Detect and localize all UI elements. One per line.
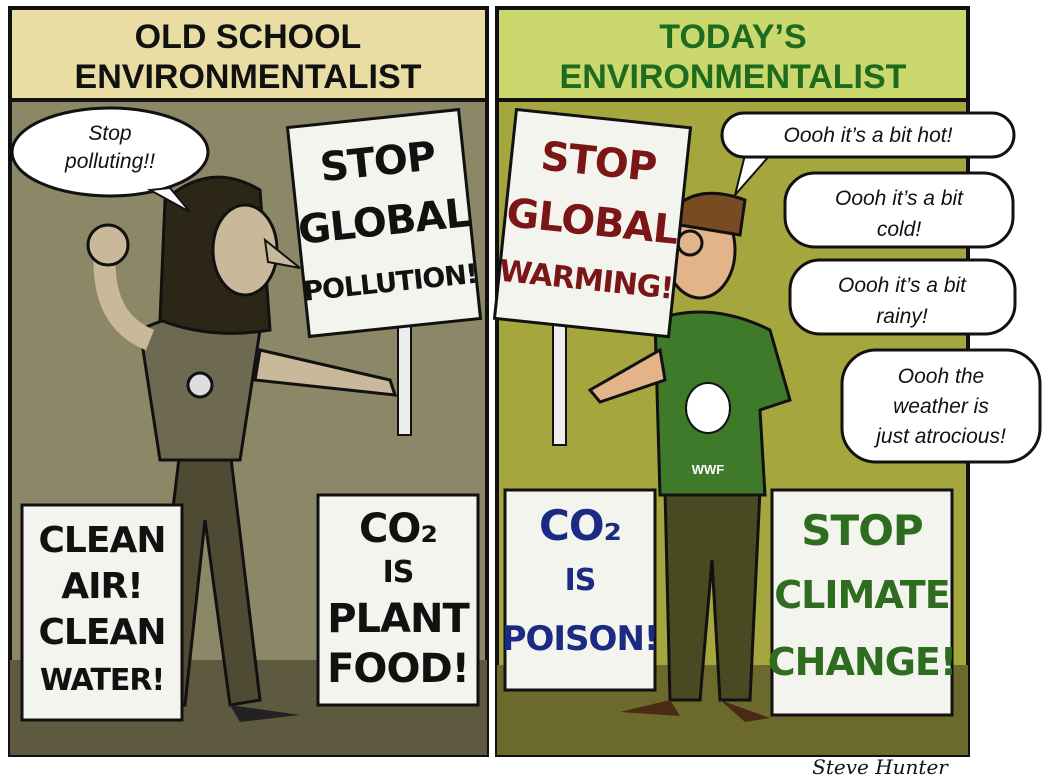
- panel-title: ENVIRONMENTALIST: [560, 58, 907, 96]
- speech-text: polluting!!: [64, 150, 155, 173]
- sign: STOP GLOBAL POLLUTION!: [286, 109, 481, 336]
- cartoon: OLD SCHOOL ENVIRONMENTALIST Stop polluti…: [0, 0, 1042, 783]
- sign-text: IS: [383, 555, 414, 590]
- sign: CO₂ IS POISON!: [502, 490, 659, 690]
- sign-text: CLEAN: [39, 612, 166, 653]
- sign: CO₂ IS PLANT FOOD!: [318, 495, 478, 705]
- sign: STOP CLIMATE CHANGE!: [768, 490, 956, 715]
- signature: Steve Hunter: [812, 755, 949, 779]
- sign: CLEAN AIR! CLEAN WATER!: [22, 505, 182, 720]
- speech-text: Oooh it’s a bit hot!: [784, 124, 953, 147]
- shirt-logo: WWF: [692, 462, 725, 477]
- sign-text: FOOD!: [327, 646, 469, 692]
- sign: STOP GLOBAL WARMING!: [494, 109, 690, 336]
- sign-text: STOP: [801, 506, 923, 555]
- sign-text: WATER!: [40, 663, 164, 698]
- drawing-circle: [188, 373, 212, 397]
- page: {"panels": [ {"title": ["OLD SCHOOL", "E…: [0, 0, 1042, 783]
- sign-text: CHANGE!: [768, 640, 956, 684]
- sign-text: AIR!: [61, 566, 142, 607]
- drawing-ellipse: [686, 383, 730, 433]
- speech-text: Oooh the: [898, 365, 984, 388]
- speech-text: Oooh it’s a bit: [838, 274, 967, 297]
- sign-text: CLEAN: [39, 520, 166, 561]
- sign-text: PLANT: [327, 596, 470, 642]
- speech-text: just atrocious!: [873, 425, 1006, 448]
- speech-text: Oooh it’s a bit: [835, 187, 964, 210]
- sign-text: CO₂: [539, 501, 621, 550]
- panel-title: ENVIRONMENTALIST: [75, 58, 422, 96]
- speech-text: cold!: [877, 218, 922, 241]
- speech-text: Stop: [88, 122, 131, 145]
- panel-title: OLD SCHOOL: [135, 18, 362, 56]
- right-panel: TODAY’S ENVIRONMENTALIST WWF STOP GLOBAL…: [494, 8, 1040, 755]
- sign-text: POISON!: [502, 619, 659, 659]
- left-panel: OLD SCHOOL ENVIRONMENTALIST Stop polluti…: [10, 8, 487, 755]
- panel-title: TODAY’S: [659, 18, 806, 56]
- sign-text: CO₂: [359, 506, 437, 552]
- sign-text: IS: [565, 563, 596, 598]
- drawing-circle: [88, 225, 128, 265]
- sign-stick: [553, 320, 566, 445]
- speech-text: rainy!: [876, 305, 928, 328]
- sign-stick: [398, 320, 411, 435]
- speech-text: weather is: [893, 395, 989, 418]
- sign-text: CLIMATE: [774, 573, 949, 617]
